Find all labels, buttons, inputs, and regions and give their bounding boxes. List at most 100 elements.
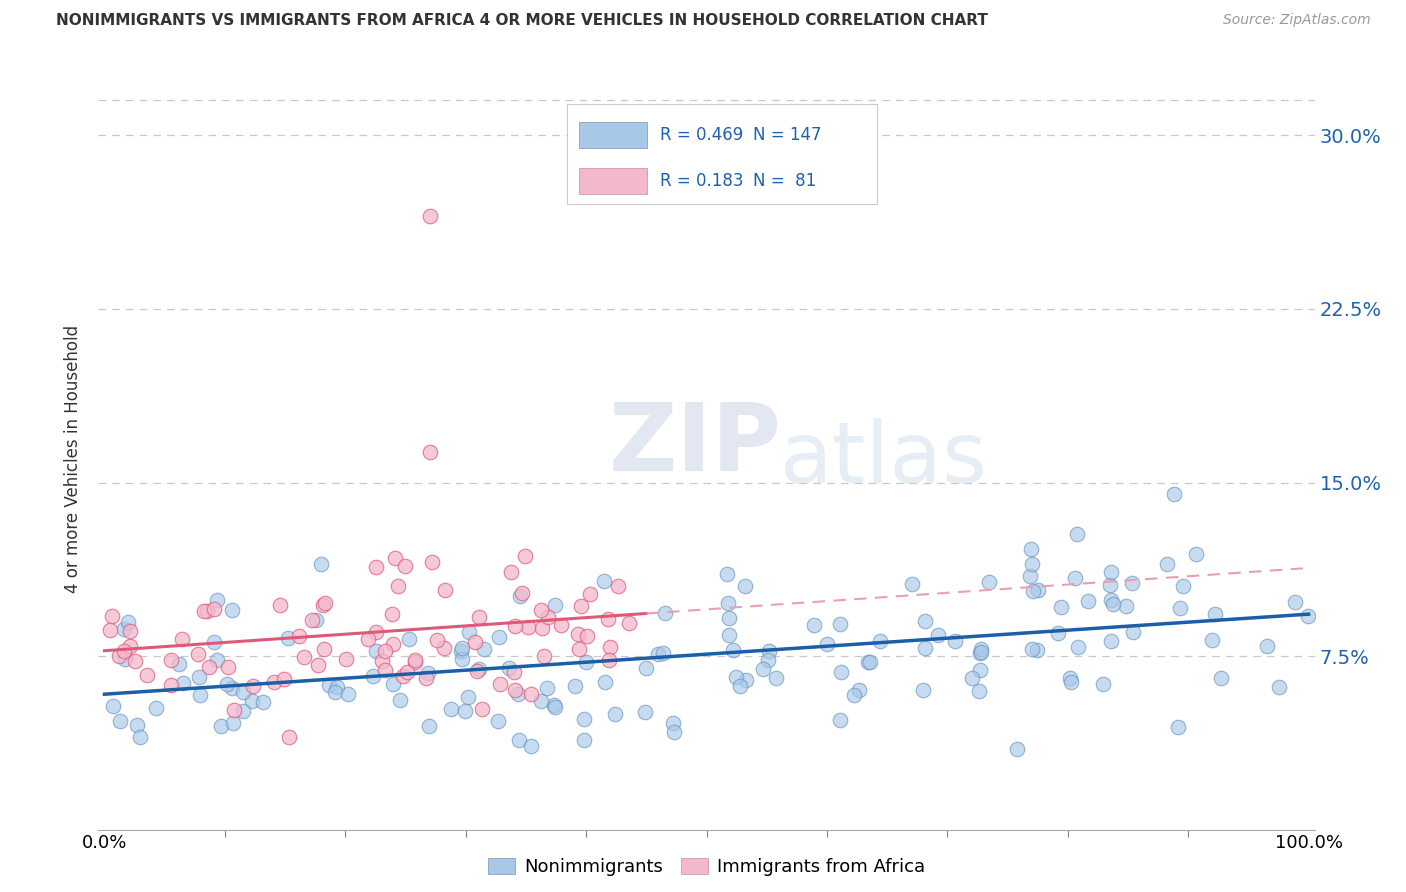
Point [1115,599,1137,613]
Point [374,663,396,677]
Point [312,598,335,612]
Point [301,613,323,627]
Point [606,579,628,593]
Point [970,642,993,657]
Point [232,685,254,699]
Point [309,558,332,572]
Point [454,704,477,718]
Point [969,664,991,678]
Point [101,609,124,624]
Point [859,656,882,670]
Point [389,693,412,707]
Point [619,616,641,631]
Point [503,682,526,697]
Point [202,635,225,649]
Point [108,648,131,663]
Point [381,637,404,651]
Point [716,567,738,582]
Point [803,618,825,632]
Point [193,604,215,618]
Point [117,615,139,629]
Point [209,719,232,733]
Point [419,445,441,459]
Point [1296,609,1319,624]
Point [728,679,751,693]
Point [568,641,591,656]
Point [1066,527,1088,541]
Text: NONIMMIGRANTS VS IMMIGRANTS FROM AFRICA 4 OR MORE VEHICLES IN HOUSEHOLD CORRELAT: NONIMMIGRANTS VS IMMIGRANTS FROM AFRICA … [56,13,988,29]
Point [1122,624,1144,639]
Point [1067,640,1090,654]
Point [662,715,685,730]
Point [550,618,572,632]
Point [654,606,676,620]
Point [471,702,494,716]
Point [1021,642,1043,657]
Point [967,683,990,698]
Point [830,617,852,632]
Point [734,579,756,593]
Point [1019,541,1042,556]
Point [569,599,592,614]
Point [242,679,264,693]
Point [593,574,616,588]
Point [830,665,852,680]
Point [391,669,413,683]
Point [599,640,621,654]
Y-axis label: 4 or more Vehicles in Household: 4 or more Vehicles in Household [63,326,82,593]
Text: atlas: atlas [779,417,987,501]
Point [263,674,285,689]
Point [1059,671,1081,685]
Point [160,678,183,692]
Point [323,685,346,699]
Point [384,550,406,565]
Point [118,639,141,653]
Point [1201,632,1223,647]
Point [510,586,533,600]
Point [114,652,136,666]
Point [516,620,538,634]
Point [567,627,589,641]
Point [520,739,543,753]
Point [530,693,553,707]
Point [337,687,360,701]
Point [717,611,740,625]
Point [170,632,193,646]
Point [232,704,254,718]
Point [605,706,627,721]
Point [167,657,190,671]
Point [634,706,657,720]
Point [222,716,245,731]
Point [977,574,1000,589]
Point [1209,671,1232,685]
Point [969,646,991,660]
Point [1167,719,1189,733]
Point [724,670,747,684]
Point [217,660,239,674]
Point [288,629,311,643]
Point [269,598,291,612]
Point [662,724,685,739]
Point [647,647,669,661]
Point [574,732,596,747]
Point [575,655,598,669]
Point [198,660,221,674]
Point [1021,583,1043,598]
Point [98,624,121,638]
Point [734,673,756,687]
Point [457,690,479,704]
Point [129,730,152,744]
Point [503,665,526,679]
Point [404,653,426,667]
Point [472,642,495,657]
Point [187,670,209,684]
Point [488,630,510,644]
Point [395,665,418,680]
Point [440,702,463,716]
Point [869,634,891,648]
Point [489,677,512,691]
Point [418,719,440,733]
Point [112,644,135,658]
Point [468,609,491,624]
Point [912,682,935,697]
